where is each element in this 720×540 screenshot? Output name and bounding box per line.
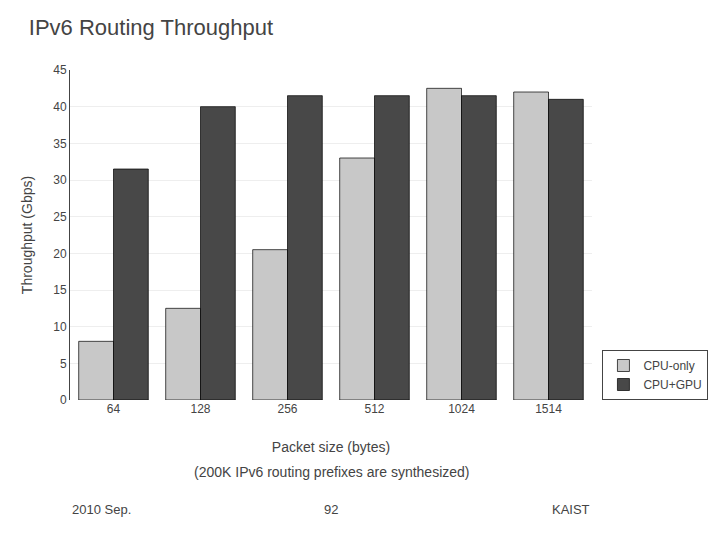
svg-text:40: 40: [53, 100, 67, 114]
svg-text:(200K IPv6 routing prefixes ar: (200K IPv6 routing prefixes are synthesi…: [194, 464, 469, 480]
svg-text:25: 25: [53, 210, 67, 224]
svg-text:1024: 1024: [448, 402, 475, 416]
svg-text:15: 15: [53, 283, 67, 297]
svg-text:64: 64: [107, 402, 121, 416]
svg-text:5: 5: [60, 357, 67, 371]
svg-text:35: 35: [53, 137, 67, 151]
svg-text:45: 45: [53, 63, 67, 77]
svg-text:KAIST: KAIST: [552, 502, 590, 517]
svg-text:Packet size (bytes): Packet size (bytes): [272, 439, 390, 455]
svg-text:CPU+GPU: CPU+GPU: [643, 378, 701, 392]
svg-text:1514: 1514: [535, 402, 562, 416]
svg-text:512: 512: [364, 402, 384, 416]
svg-text:Throughput (Gbps): Throughput (Gbps): [19, 176, 35, 294]
svg-text:20: 20: [53, 247, 67, 261]
svg-text:CPU-only: CPU-only: [643, 359, 694, 373]
svg-text:30: 30: [53, 173, 67, 187]
svg-text:128: 128: [190, 402, 210, 416]
svg-text:2010 Sep.: 2010 Sep.: [72, 502, 131, 517]
svg-text:256: 256: [277, 402, 297, 416]
svg-text:IPv6 Routing Throughput: IPv6 Routing Throughput: [29, 15, 273, 40]
svg-text:10: 10: [53, 320, 67, 334]
svg-text:92: 92: [324, 502, 338, 517]
svg-text:0: 0: [60, 393, 67, 407]
